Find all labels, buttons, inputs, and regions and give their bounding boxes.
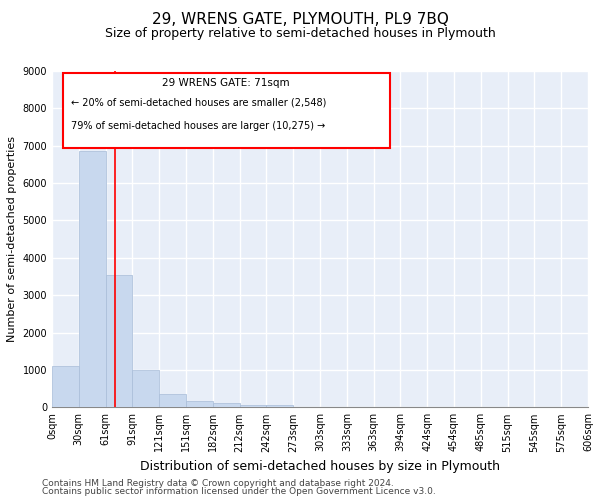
Bar: [239, 404, 266, 407]
Bar: [106, 274, 133, 407]
Bar: [186, 401, 213, 407]
Bar: [79, 152, 106, 408]
FancyBboxPatch shape: [63, 72, 390, 148]
Bar: [213, 402, 239, 407]
Text: ← 20% of semi-detached houses are smaller (2,548): ← 20% of semi-detached houses are smalle…: [71, 98, 326, 108]
Text: 79% of semi-detached houses are larger (10,275) →: 79% of semi-detached houses are larger (…: [71, 120, 325, 130]
Text: Contains HM Land Registry data © Crown copyright and database right 2024.: Contains HM Land Registry data © Crown c…: [42, 478, 394, 488]
Text: 29, WRENS GATE, PLYMOUTH, PL9 7BQ: 29, WRENS GATE, PLYMOUTH, PL9 7BQ: [152, 12, 448, 28]
Bar: [159, 394, 186, 407]
Y-axis label: Number of semi-detached properties: Number of semi-detached properties: [7, 136, 17, 342]
Bar: [266, 406, 293, 407]
Text: Size of property relative to semi-detached houses in Plymouth: Size of property relative to semi-detach…: [104, 28, 496, 40]
Bar: [133, 370, 159, 408]
Text: 29 WRENS GATE: 71sqm: 29 WRENS GATE: 71sqm: [163, 78, 290, 88]
Bar: [52, 366, 79, 408]
X-axis label: Distribution of semi-detached houses by size in Plymouth: Distribution of semi-detached houses by …: [140, 460, 500, 473]
Text: Contains public sector information licensed under the Open Government Licence v3: Contains public sector information licen…: [42, 487, 436, 496]
